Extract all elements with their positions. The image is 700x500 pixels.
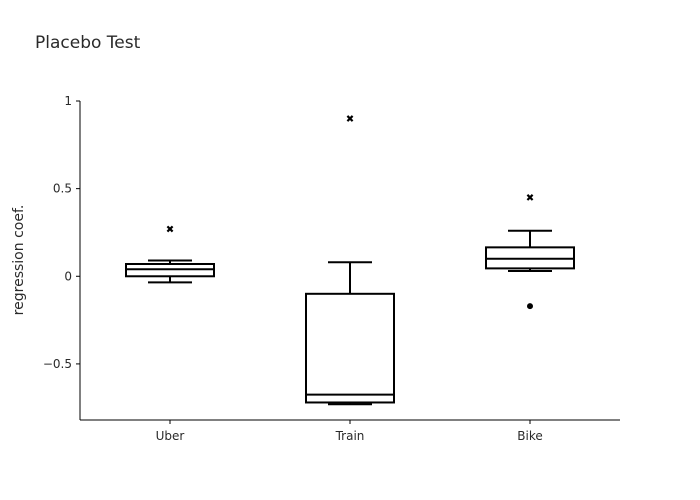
- y-tick-label: 0.5: [53, 182, 72, 196]
- y-axis-title: regression coef.: [11, 205, 27, 316]
- mean-marker: [526, 194, 534, 201]
- box-iqr: [305, 292, 395, 404]
- mean-marker: [166, 225, 174, 233]
- chart-marks: 1 0.5 0 −0.5 Uber Train Bike: [43, 94, 575, 443]
- x-tick-label: Train: [335, 429, 365, 443]
- x-tick-label: Bike: [517, 429, 542, 443]
- chart-title: Placebo Test: [35, 33, 141, 53]
- y-tick-label: 1: [64, 94, 72, 108]
- outlier-point: [527, 303, 533, 310]
- y-tick-label: 0: [64, 269, 72, 283]
- y-tick-label: −0.5: [43, 357, 72, 371]
- mean-marker: [346, 115, 354, 122]
- x-tick-label: Uber: [156, 429, 185, 443]
